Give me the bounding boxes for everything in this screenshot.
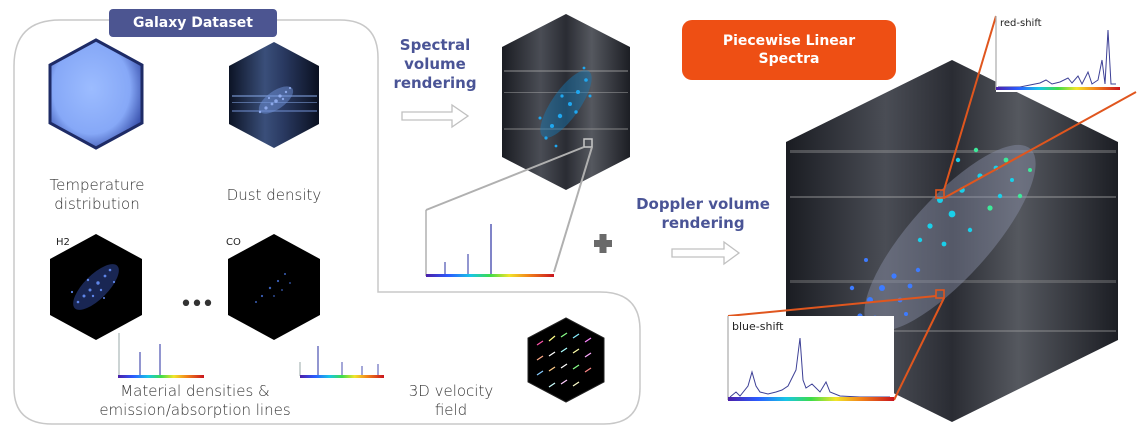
spectral-step-label: Spectral volume rendering bbox=[380, 36, 490, 93]
velocity-caption-line2: field bbox=[434, 401, 468, 419]
materials-caption-line2: emission/absorption lines bbox=[99, 401, 291, 419]
red-shift-plot bbox=[995, 16, 1120, 92]
h2-spectrum bbox=[118, 333, 204, 378]
red-shift-label: red-shift bbox=[1000, 18, 1042, 29]
galaxy-dataset-badge: Galaxy Dataset bbox=[109, 9, 277, 37]
velocity-arrows bbox=[536, 332, 592, 388]
blue-shift-plot bbox=[727, 316, 894, 401]
piecewise-badge-line1: Piecewise Linear bbox=[722, 33, 856, 49]
red-shift-probe bbox=[935, 189, 945, 199]
doppler-step-line2: rendering bbox=[661, 214, 745, 232]
doppler-step-label: Doppler volume rendering bbox=[628, 195, 778, 233]
ellipsis-dots: ••• bbox=[179, 292, 215, 317]
spectral-arrow bbox=[401, 103, 470, 129]
velocity-volume bbox=[527, 317, 605, 403]
spectral-step-line2: volume bbox=[404, 55, 466, 73]
spectral-plot-colorbar bbox=[426, 274, 554, 277]
spectral-plot bbox=[425, 210, 554, 277]
spectral-galaxy bbox=[538, 66, 592, 148]
temperature-caption-line2: distribution bbox=[54, 195, 140, 213]
dataset-frame bbox=[13, 19, 641, 425]
doppler-galaxy-green bbox=[973, 147, 1032, 211]
h2-galaxy bbox=[70, 264, 119, 310]
materials-caption-line1: Material densities & bbox=[120, 382, 270, 400]
red-shift-colorbar bbox=[996, 87, 1120, 90]
h2-label: H2 bbox=[56, 237, 70, 248]
co-label: CO bbox=[226, 237, 241, 248]
spectral-step-line1: Spectral bbox=[399, 36, 471, 54]
galaxy-dataset-title: Galaxy Dataset bbox=[133, 15, 253, 31]
temperature-caption: Temperature distribution bbox=[26, 176, 168, 214]
dust-caption: Dust density bbox=[226, 186, 322, 204]
velocity-caption: 3D velocity field bbox=[396, 382, 506, 420]
h2-spectrum-colorbar bbox=[118, 375, 204, 378]
temperature-volume bbox=[48, 38, 144, 150]
co-spectrum bbox=[299, 346, 384, 378]
spectral-streaks bbox=[504, 70, 628, 130]
doppler-step-line1: Doppler volume bbox=[636, 195, 770, 213]
spectral-probe bbox=[583, 138, 593, 148]
doppler-arrow bbox=[671, 240, 741, 266]
co-volume bbox=[228, 234, 320, 340]
velocity-caption-line1: 3D velocity bbox=[408, 382, 494, 400]
co-galaxy bbox=[255, 273, 291, 303]
dust-galaxy bbox=[258, 86, 294, 114]
spectral-step-line3: rendering bbox=[393, 74, 477, 92]
spectral-volume bbox=[502, 14, 630, 190]
blue-shift-probe bbox=[935, 289, 945, 299]
temperature-caption-line1: Temperature bbox=[49, 176, 145, 194]
materials-caption: Material densities & emission/absorption… bbox=[60, 382, 330, 420]
plus-sign bbox=[594, 234, 612, 253]
piecewise-spectra-badge: Piecewise Linear Spectra bbox=[682, 20, 896, 80]
blue-shift-colorbar bbox=[728, 397, 894, 401]
co-spectrum-colorbar bbox=[300, 375, 384, 378]
doppler-streaks bbox=[790, 150, 1116, 332]
piecewise-badge-line2: Spectra bbox=[758, 51, 820, 67]
blue-shift-label: blue-shift bbox=[732, 320, 784, 333]
